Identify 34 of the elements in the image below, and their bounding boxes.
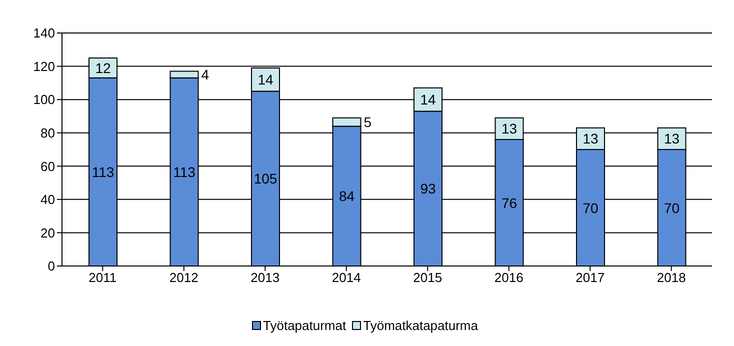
data-label: 70 — [582, 200, 598, 216]
y-tick-label: 80 — [40, 125, 55, 140]
x-tick-label: 2015 — [413, 270, 442, 286]
x-tick-label: 2013 — [250, 270, 280, 286]
data-label: 113 — [92, 164, 114, 180]
data-label: 113 — [173, 164, 196, 180]
x-tick-label: 2011 — [88, 270, 117, 286]
data-label: 14 — [420, 92, 436, 108]
data-label: 70 — [664, 200, 680, 216]
data-label: 93 — [420, 180, 436, 197]
data-label: 5 — [364, 114, 372, 130]
legend-label: Työtapaturmat — [263, 318, 346, 333]
y-tick-label: 120 — [33, 58, 55, 74]
x-tick-label: 2017 — [576, 270, 605, 286]
y-tick-label: 100 — [33, 92, 55, 108]
data-label: 84 — [338, 188, 355, 204]
data-label: 13 — [664, 130, 680, 147]
data-label: 12 — [95, 60, 111, 76]
data-label: 105 — [254, 170, 278, 187]
data-label: 14 — [258, 72, 274, 88]
y-tick-label: 60 — [40, 158, 55, 174]
data-label: 76 — [501, 194, 518, 211]
legend-label: Työmatkatapaturma — [363, 318, 478, 333]
y-tick-label: 140 — [33, 26, 55, 41]
data-label: 13 — [501, 120, 518, 137]
y-tick-label: 0 — [48, 258, 55, 274]
x-tick-label: 2012 — [169, 270, 198, 286]
x-tick-label: 2016 — [494, 270, 524, 286]
x-tick-label: 2018 — [656, 270, 686, 286]
y-tick-label: 40 — [40, 192, 55, 208]
y-tick-label: 20 — [40, 225, 55, 240]
data-label: 4 — [201, 66, 210, 83]
data-label: 13 — [582, 130, 598, 147]
x-tick-label: 2014 — [332, 270, 361, 286]
